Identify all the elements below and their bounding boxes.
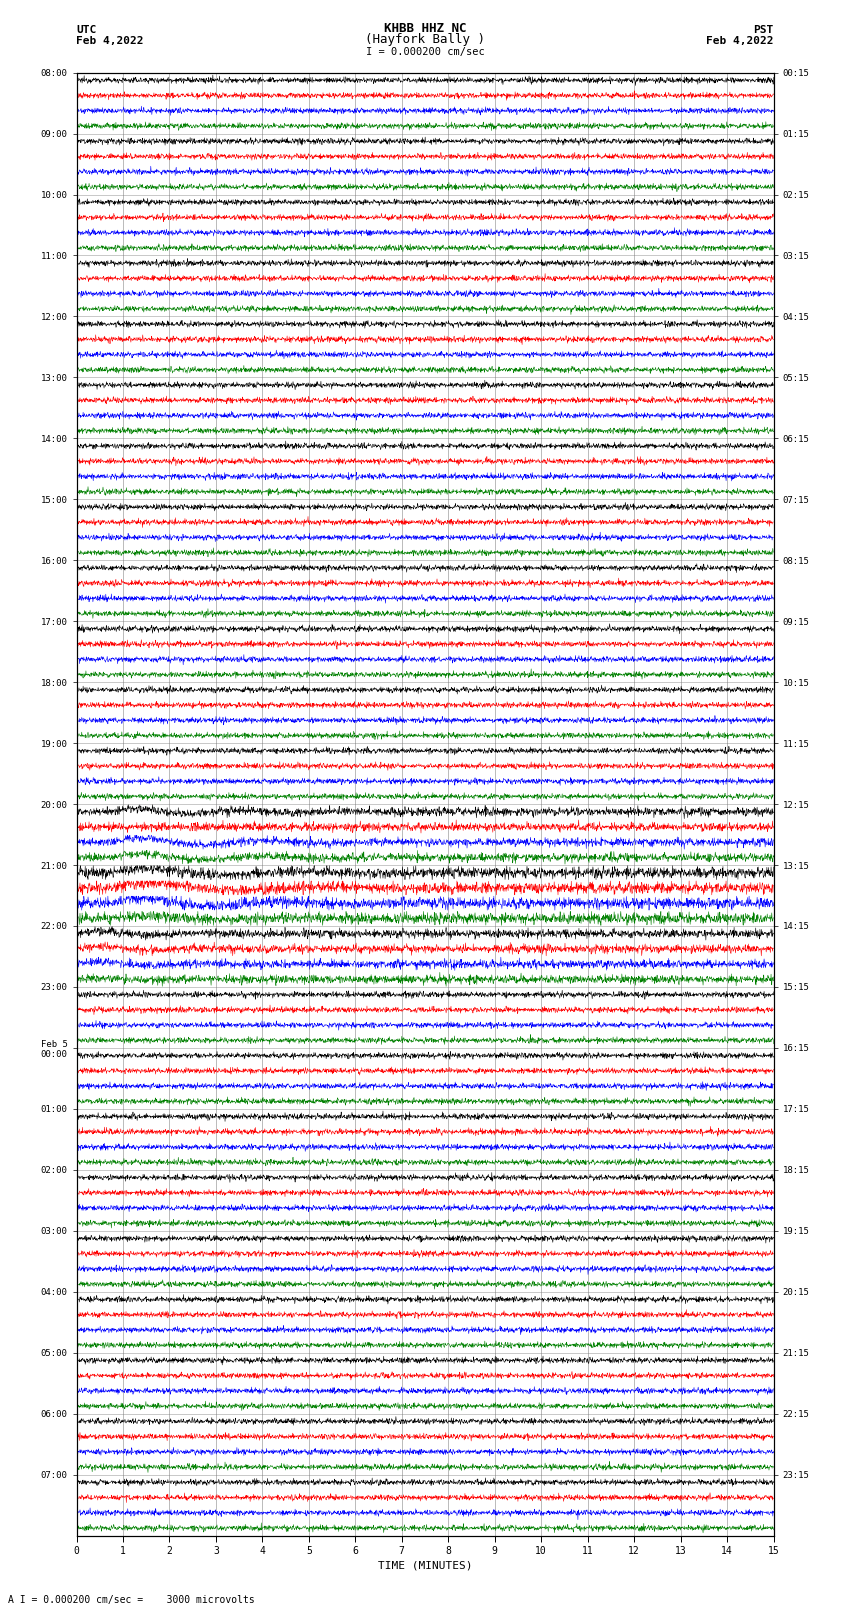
Text: Feb 4,2022: Feb 4,2022 [76, 35, 144, 45]
Text: (Hayfork Bally ): (Hayfork Bally ) [365, 32, 485, 45]
Text: Feb 4,2022: Feb 4,2022 [706, 35, 774, 45]
Text: KHBB HHZ NC: KHBB HHZ NC [383, 21, 467, 35]
Text: UTC: UTC [76, 24, 97, 35]
Text: I = 0.000200 cm/sec: I = 0.000200 cm/sec [366, 47, 484, 58]
X-axis label: TIME (MINUTES): TIME (MINUTES) [377, 1560, 473, 1569]
Text: A I = 0.000200 cm/sec =    3000 microvolts: A I = 0.000200 cm/sec = 3000 microvolts [8, 1595, 255, 1605]
Text: PST: PST [753, 24, 774, 35]
